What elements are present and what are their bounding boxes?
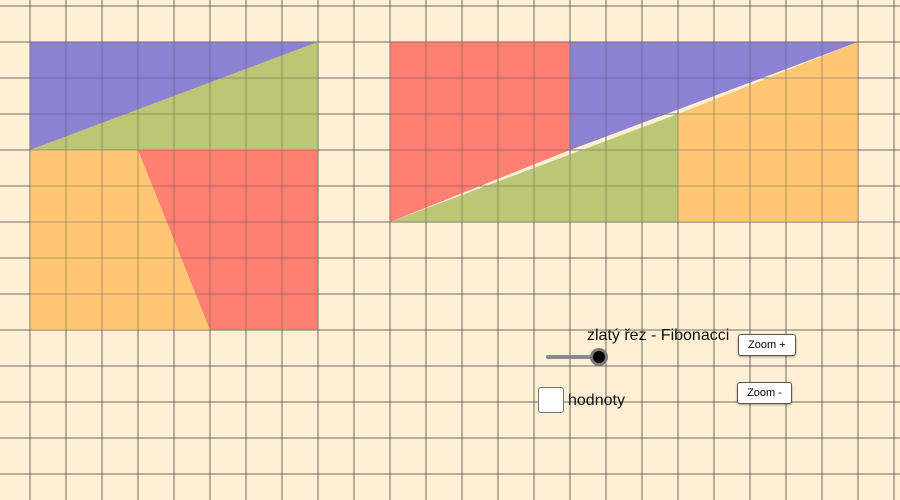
slider-track[interactable] [546,355,598,359]
orange-trapezoid[interactable] [30,150,210,330]
values-checkbox-label[interactable]: hodnoty [568,392,625,409]
zoom-out-button[interactable]: Zoom - [737,382,792,404]
slider-caption: zlatý řez - Fibonacci [587,327,730,344]
fibonacci-slider[interactable] [546,346,610,368]
orange-trapezoid[interactable] [678,42,858,222]
rectangle-figure [390,42,858,222]
slider-handle[interactable] [590,348,608,366]
red-trapezoid[interactable] [138,150,318,330]
red-trapezoid[interactable] [390,42,570,222]
zoom-in-button[interactable]: Zoom + [738,334,796,356]
values-checkbox[interactable] [538,387,564,413]
